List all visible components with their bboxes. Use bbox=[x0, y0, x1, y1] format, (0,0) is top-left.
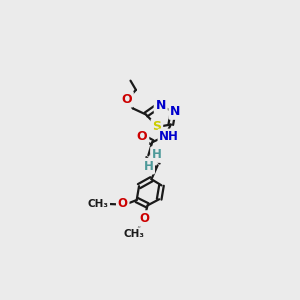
Text: O: O bbox=[140, 212, 149, 225]
Text: O: O bbox=[121, 93, 132, 106]
Text: S: S bbox=[152, 120, 161, 134]
Text: NH: NH bbox=[159, 130, 179, 143]
Text: H: H bbox=[143, 160, 153, 172]
Text: H: H bbox=[152, 148, 162, 161]
Text: O: O bbox=[137, 130, 147, 143]
Text: CH₃: CH₃ bbox=[88, 199, 109, 209]
Text: N: N bbox=[155, 99, 166, 112]
Text: CH₃: CH₃ bbox=[123, 229, 144, 239]
Text: N: N bbox=[170, 105, 181, 118]
Text: O: O bbox=[118, 197, 128, 210]
